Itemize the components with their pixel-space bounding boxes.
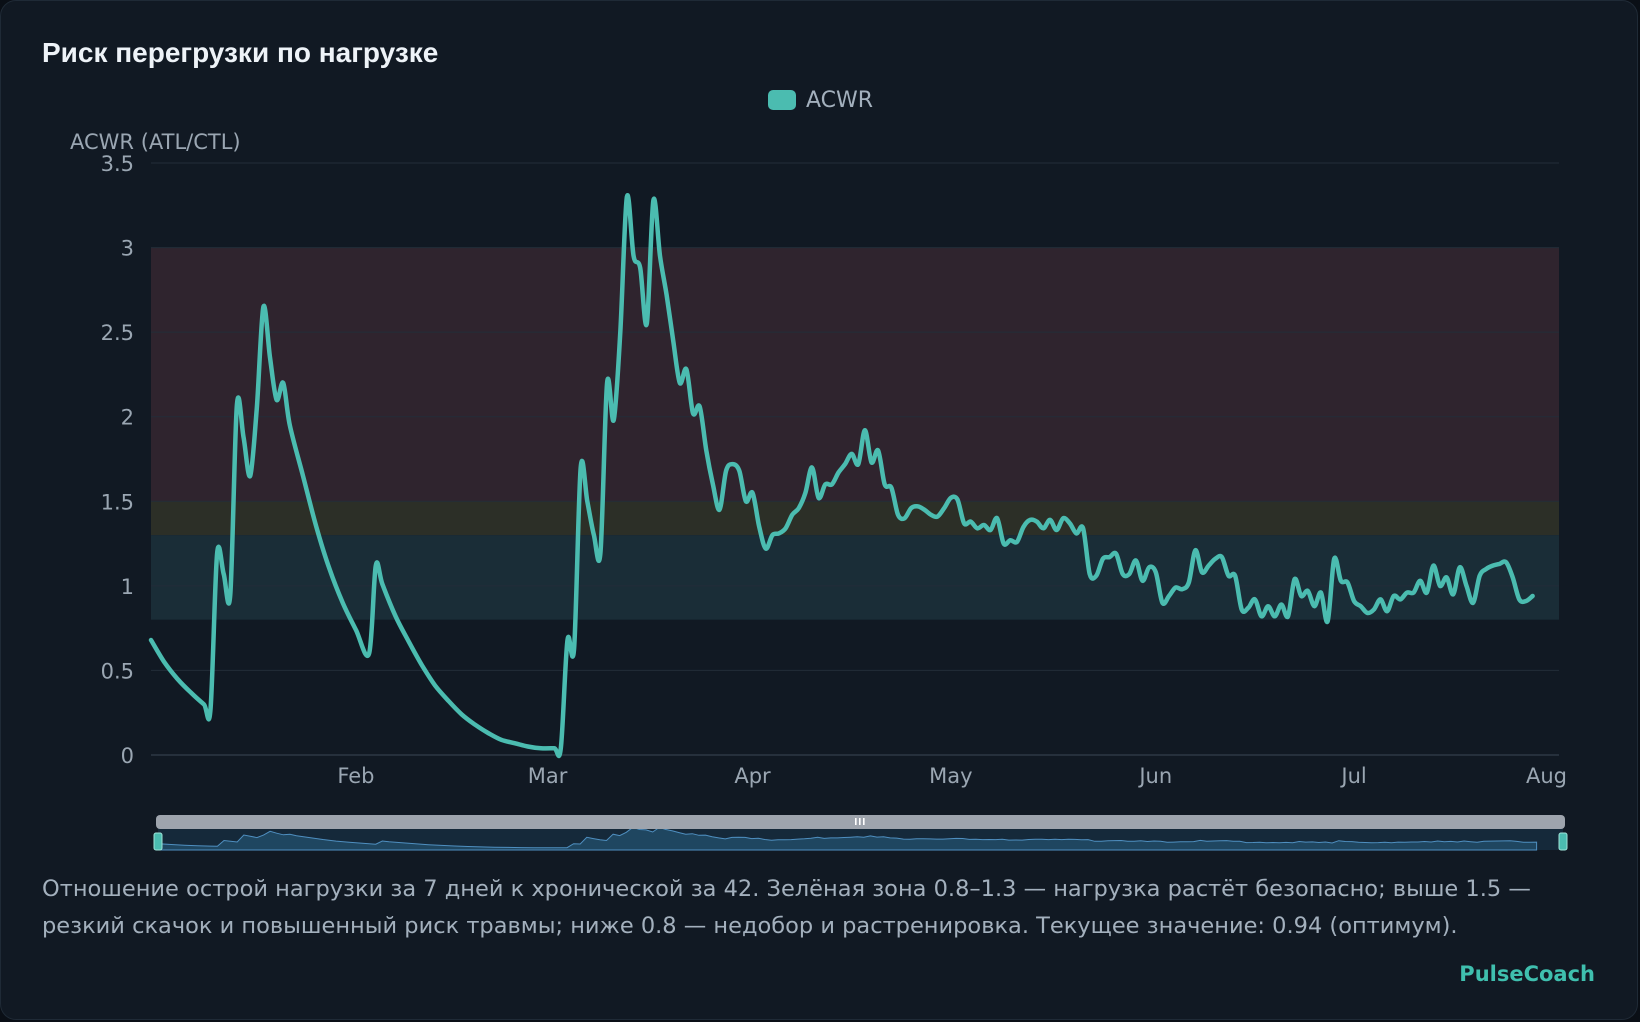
slider-handle-right[interactable] [1558,832,1568,851]
x-tick-label: May [929,764,972,788]
brand-logo: PulseCoach [1459,962,1595,986]
y-tick-label: 3.5 [101,152,134,176]
legend[interactable]: ACWR [768,88,873,113]
legend-label-acwr[interactable]: ACWR [806,88,873,113]
y-tick-label: 0 [121,744,134,768]
slider-grip-icon[interactable] [855,818,865,825]
slider-preview-area [157,826,1538,851]
zone-optimal [151,535,1559,620]
grip-line [859,818,861,825]
y-tick-label: 1 [121,575,134,599]
y-axis-ticks: 0 0.5 1 1.5 2 2.5 3 3.5 [101,152,134,768]
x-tick-label: Feb [337,764,374,788]
y-tick-label: 3 [121,237,134,261]
grid-lines [151,162,1559,756]
grip-line [863,818,865,825]
slider-handle-left[interactable] [153,832,163,851]
y-axis-label: ACWR (ATL/CTL) [70,130,241,154]
x-axis-ticks: Feb Mar Apr May Jun Jul Aug [337,764,1567,788]
zone-caution [151,501,1559,536]
grip-line [855,818,857,825]
x-tick-label: Apr [734,764,771,788]
chart-description: Отношение острой нагрузки за 7 дней к хр… [42,876,1531,939]
y-tick-label: 2 [121,406,134,430]
x-tick-label: Mar [528,764,568,788]
zoom-slider[interactable] [153,815,1568,851]
y-tick-label: 2.5 [101,321,134,345]
y-tick-label: 1.5 [101,490,134,514]
acwr-series-line [148,192,1535,759]
x-tick-label: Jun [1137,764,1172,788]
risk-zones [151,247,1559,620]
y-tick-label: 0.5 [101,659,134,683]
x-tick-label: Jul [1339,764,1366,788]
chart-title: Риск перегрузки по нагрузке [42,37,439,68]
x-tick-label: Aug [1526,764,1567,788]
legend-swatch-acwr[interactable] [768,90,796,110]
acwr-chart: 0 0.5 1 1.5 2 2.5 3 3.5 Feb Mar Apr May Jun Jul Aug A… [70,88,1568,851]
